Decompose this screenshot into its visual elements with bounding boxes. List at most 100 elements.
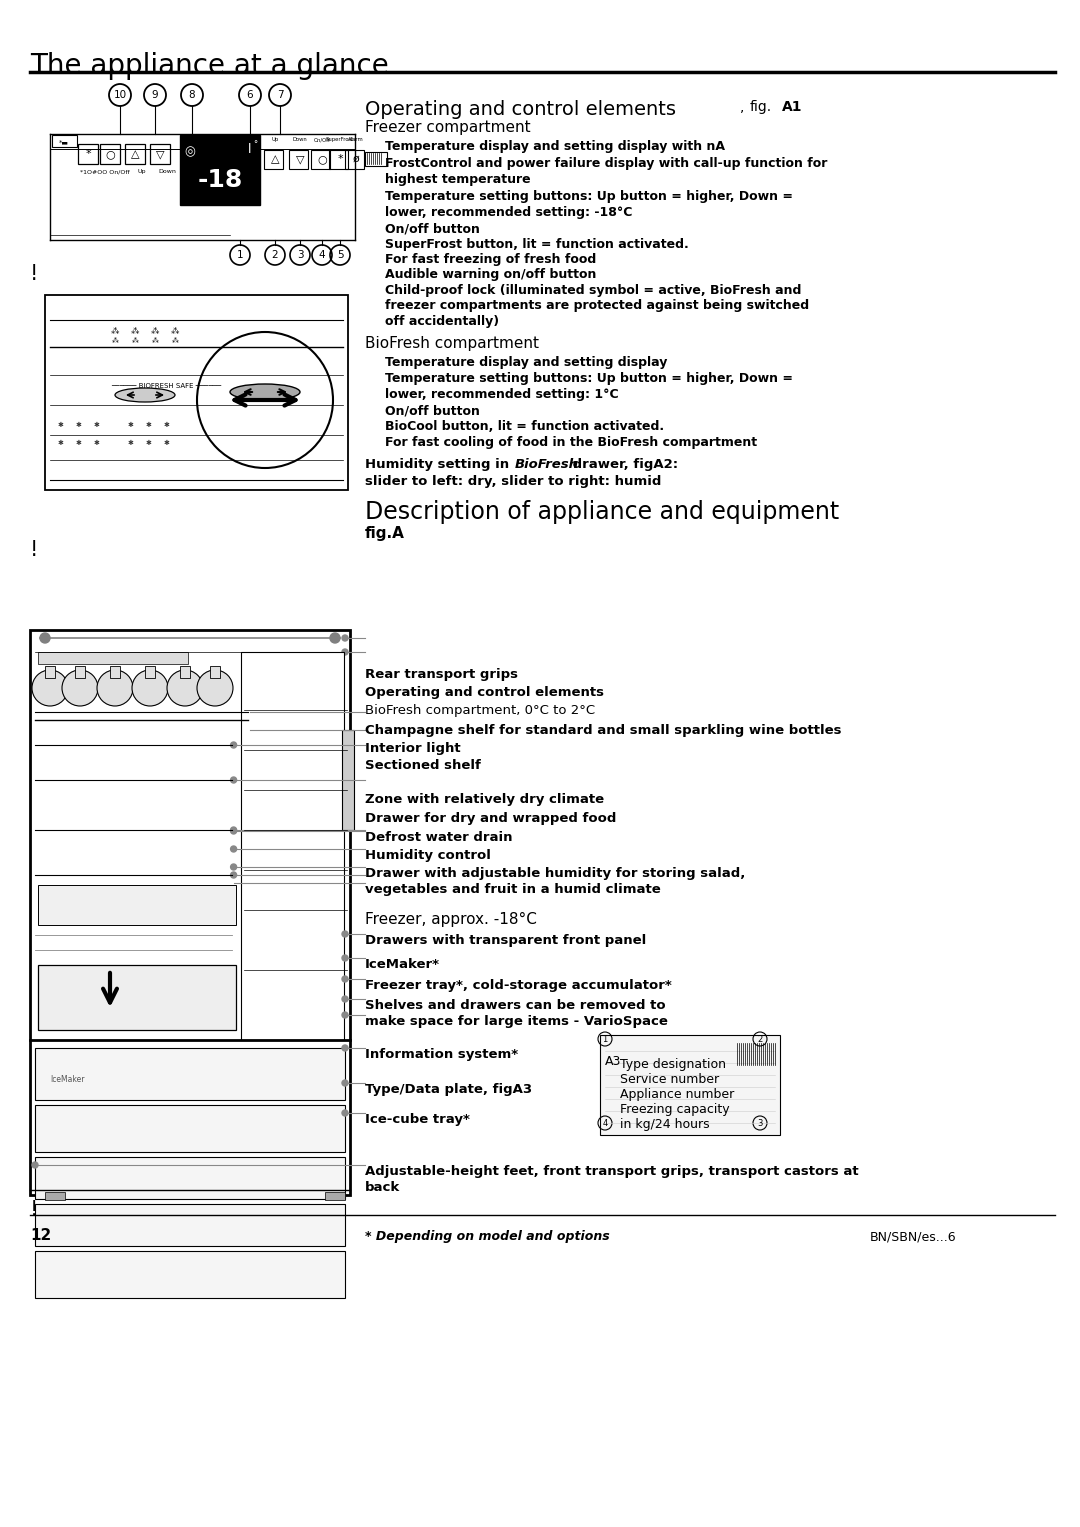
Text: ✱: ✱ [163, 440, 168, 446]
Text: SuperFrost button, lit = function activated.: SuperFrost button, lit = function activa… [384, 238, 689, 250]
Text: ○: ○ [318, 154, 327, 163]
Text: A1: A1 [782, 99, 802, 115]
Text: 8: 8 [189, 90, 195, 99]
Text: ✱: ✱ [163, 421, 168, 428]
Text: Freezer compartment: Freezer compartment [365, 121, 530, 134]
Text: vegetables and fruit in a humid climate: vegetables and fruit in a humid climate [365, 883, 661, 896]
Bar [100, 144, 120, 163]
Text: Audible warning on/off button: Audible warning on/off button [384, 269, 596, 281]
Text: ✱: ✱ [145, 440, 151, 446]
Text: lower, recommended setting: 1°C: lower, recommended setting: 1°C [384, 388, 619, 402]
Circle shape [330, 634, 340, 643]
Circle shape [246, 709, 253, 715]
Bar [35, 1157, 345, 1199]
Text: Shelves and drawers can be removed to: Shelves and drawers can be removed to [365, 999, 665, 1012]
Text: ⁂: ⁂ [111, 327, 119, 336]
Text: off accidentally): off accidentally) [384, 315, 499, 328]
Text: 10: 10 [113, 90, 126, 99]
Bar [75, 666, 85, 678]
Bar [45, 1193, 65, 1200]
Bar [45, 295, 348, 490]
Circle shape [342, 996, 348, 1002]
Text: lower, recommended setting: -18°C: lower, recommended setting: -18°C [384, 206, 633, 218]
Text: !: ! [30, 541, 39, 560]
Text: *: * [337, 154, 342, 163]
Text: Rear transport grips: Rear transport grips [365, 667, 518, 681]
Text: 7: 7 [276, 90, 283, 99]
Text: highest temperature: highest temperature [384, 173, 530, 186]
Text: ⁂: ⁂ [131, 327, 139, 336]
Circle shape [342, 649, 348, 655]
Circle shape [40, 634, 50, 643]
Text: BioFresh: BioFresh [515, 458, 579, 470]
Text: 4: 4 [603, 1118, 608, 1127]
Circle shape [342, 931, 348, 938]
Circle shape [32, 670, 68, 705]
Circle shape [231, 742, 237, 748]
Text: Humidity setting in: Humidity setting in [365, 458, 509, 470]
Bar [35, 1251, 345, 1298]
Text: ✱: ✱ [57, 440, 63, 446]
Text: *▬: *▬ [59, 139, 69, 145]
Circle shape [231, 777, 237, 783]
Text: △: △ [131, 150, 139, 159]
Text: 6: 6 [246, 90, 254, 99]
Text: 2: 2 [272, 250, 279, 260]
Text: BioFresh compartment, 0°C to 2°C: BioFresh compartment, 0°C to 2°C [365, 704, 595, 718]
Text: in kg/24 hours: in kg/24 hours [620, 1118, 710, 1132]
Text: fig.: fig. [750, 99, 772, 115]
Text: Freezer, approx. -18°C: Freezer, approx. -18°C [365, 912, 537, 927]
Circle shape [342, 1080, 348, 1086]
Text: Drawer for dry and wrapped food: Drawer for dry and wrapped food [365, 812, 617, 825]
Text: Down: Down [158, 169, 176, 174]
Text: ▽: ▽ [296, 154, 305, 163]
Text: 12: 12 [30, 1228, 51, 1243]
Text: Ice-cube tray*: Ice-cube tray* [365, 1113, 470, 1125]
Circle shape [97, 670, 133, 705]
Bar [311, 150, 330, 169]
Bar [180, 666, 190, 678]
Text: 9: 9 [151, 90, 159, 99]
Bar [35, 1048, 345, 1099]
Text: Child-proof lock (illuminated symbol = active, BioFresh and: Child-proof lock (illuminated symbol = a… [384, 284, 801, 296]
Text: For fast freezing of fresh food: For fast freezing of fresh food [384, 253, 596, 266]
Text: * Depending on model and options: * Depending on model and options [365, 1231, 610, 1243]
Bar [264, 150, 283, 169]
Text: Temperature display and setting display: Temperature display and setting display [384, 356, 667, 370]
Text: Appliance number: Appliance number [620, 1089, 734, 1101]
Text: ,: , [740, 99, 748, 115]
Text: freezer compartments are protected against being switched: freezer compartments are protected again… [384, 299, 809, 312]
Text: Operating and control elements: Operating and control elements [365, 99, 676, 119]
Bar [365, 153, 387, 166]
Text: Temperature display and setting display with nA: Temperature display and setting display … [384, 140, 725, 153]
Text: ✱: ✱ [93, 421, 99, 428]
Bar [125, 144, 145, 163]
Bar [342, 730, 354, 831]
Text: Adjustable-height feet, front transport grips, transport castors at: Adjustable-height feet, front transport … [365, 1165, 859, 1177]
Text: °: ° [253, 140, 257, 150]
Text: !: ! [30, 1200, 39, 1220]
Text: drawer, figA2:: drawer, figA2: [568, 458, 678, 470]
Text: Drawer with adjustable humidity for storing salad,: Drawer with adjustable humidity for stor… [365, 867, 745, 880]
Circle shape [342, 1110, 348, 1116]
Circle shape [231, 864, 237, 870]
Text: A3: A3 [605, 1055, 621, 1067]
Circle shape [231, 872, 237, 878]
Text: 3: 3 [297, 250, 303, 260]
Circle shape [246, 727, 253, 733]
Bar [52, 134, 77, 147]
Bar [329, 150, 348, 169]
Bar [325, 1193, 345, 1200]
Text: On/off button: On/off button [384, 221, 480, 235]
Text: Type designation: Type designation [620, 1058, 726, 1070]
Text: FrostControl and power failure display with call-up function for: FrostControl and power failure display w… [384, 157, 827, 169]
Text: 3: 3 [757, 1118, 762, 1127]
Text: IceMaker*: IceMaker* [365, 957, 440, 971]
Bar [35, 1203, 345, 1246]
Text: Information system*: Information system* [365, 1048, 518, 1061]
Text: ✱: ✱ [76, 440, 81, 446]
Text: Temperature setting buttons: Up button = higher, Down =: Temperature setting buttons: Up button =… [384, 189, 793, 203]
Text: *1O#OO On/Off: *1O#OO On/Off [80, 169, 130, 174]
Text: IceMaker: IceMaker [50, 1075, 84, 1084]
Circle shape [167, 670, 203, 705]
